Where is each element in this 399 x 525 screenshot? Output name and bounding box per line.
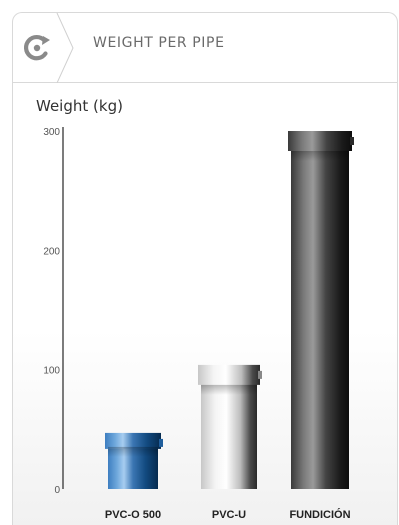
x-category-label: PVC-O 500: [105, 509, 161, 521]
bar-socket: [198, 364, 260, 385]
y-tick-label: 300: [43, 127, 60, 138]
bar-socket-shadow: [108, 446, 158, 457]
y-tick-label: 200: [43, 246, 60, 257]
bar-fundici-n: [288, 131, 354, 489]
header-logo-area: [23, 13, 74, 83]
bar-pvc-u: [198, 364, 262, 489]
chart-title: WEIGHT PER PIPE: [93, 35, 225, 51]
circular-arrow-icon: [23, 34, 50, 61]
bar-pvc-o-500: [105, 432, 163, 489]
card-header: WEIGHT PER PIPE: [13, 13, 397, 83]
header-chevron-divider: [56, 13, 74, 83]
y-tick-label: 100: [43, 366, 60, 377]
y-tick-label: 0: [54, 485, 60, 496]
bar-socket: [105, 432, 161, 449]
x-category-label: PVC-U: [212, 509, 246, 521]
bar-socket-tab: [159, 438, 163, 447]
y-axis-label: Weight (kg): [36, 97, 123, 115]
bar-socket: [288, 131, 352, 151]
bar-socket-shadow: [201, 384, 257, 395]
bar-socket-tab: [258, 370, 262, 379]
bar-socket-shadow: [291, 151, 349, 161]
x-category-label: FUNDICIÓN: [289, 508, 350, 521]
bar-socket-tab: [350, 137, 354, 145]
bar-body: [291, 137, 349, 489]
